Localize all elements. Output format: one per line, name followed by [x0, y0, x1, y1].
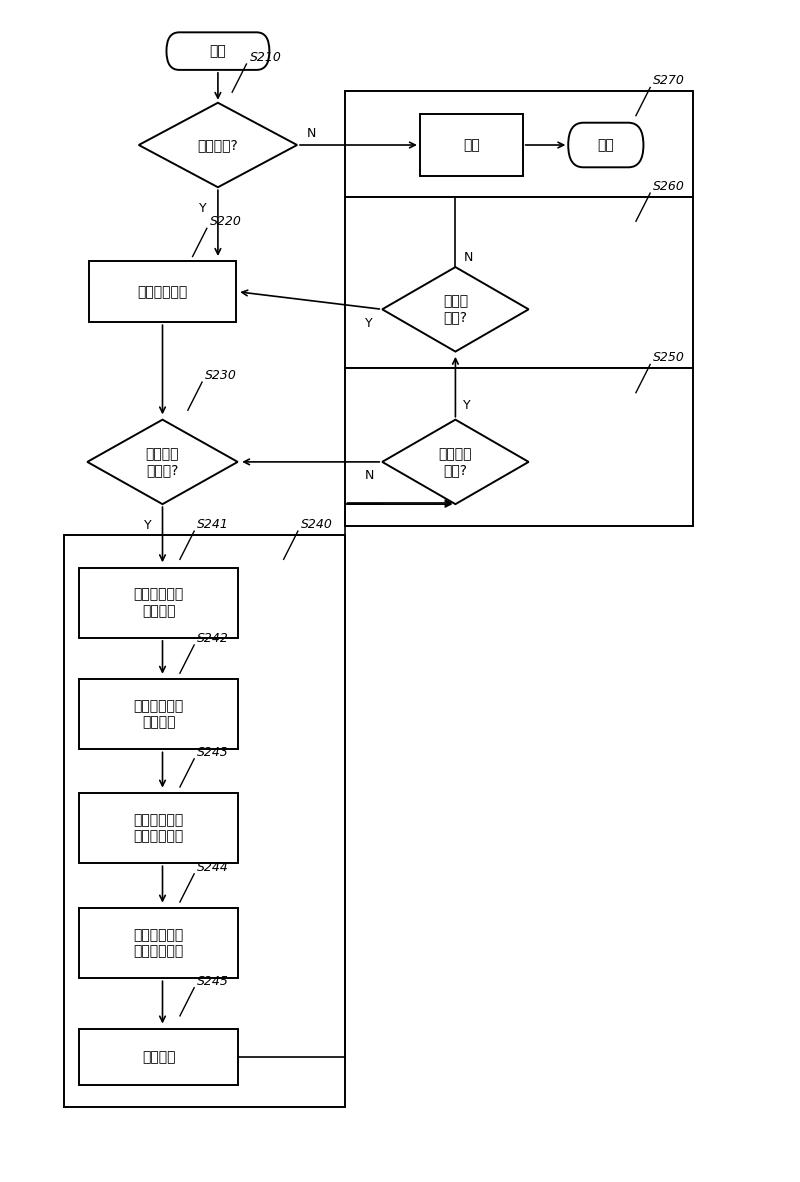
Text: S244: S244 — [198, 860, 230, 873]
Text: 开始: 开始 — [210, 44, 226, 58]
Text: S250: S250 — [654, 351, 686, 364]
FancyBboxPatch shape — [166, 32, 270, 70]
Text: Y: Y — [463, 400, 471, 413]
Text: N: N — [463, 252, 473, 265]
Bar — [345, 196, 693, 368]
Text: Y: Y — [143, 519, 151, 532]
Text: S260: S260 — [654, 180, 686, 193]
Text: 检测口通
信正常?: 检测口通 信正常? — [146, 447, 179, 478]
Text: S240: S240 — [301, 518, 333, 531]
Bar — [420, 115, 522, 175]
Text: 生成报告: 生成报告 — [142, 1050, 175, 1064]
Text: 定时周
期到?: 定时周 期到? — [443, 294, 468, 324]
Polygon shape — [138, 103, 297, 187]
Text: 检测目标单元
配置信息: 检测目标单元 配置信息 — [134, 699, 184, 729]
Text: S241: S241 — [198, 518, 230, 531]
Text: S230: S230 — [206, 369, 237, 382]
Text: 检测目标单元
硬件状态: 检测目标单元 硬件状态 — [134, 587, 184, 618]
Text: S220: S220 — [210, 215, 242, 228]
Text: 自检正常?: 自检正常? — [198, 138, 238, 152]
Text: N: N — [365, 469, 374, 482]
Text: Y: Y — [199, 202, 206, 215]
Polygon shape — [87, 420, 238, 505]
Bar — [90, 261, 236, 323]
Text: 检测目标单元
主要性能指标: 检测目标单元 主要性能指标 — [134, 928, 184, 959]
Text: 告警: 告警 — [463, 138, 480, 152]
Text: S243: S243 — [198, 746, 230, 759]
Bar — [79, 793, 238, 863]
Bar — [79, 567, 238, 638]
Bar — [63, 534, 345, 1108]
Text: 读取工作数据: 读取工作数据 — [138, 285, 188, 299]
Text: 全部检测
完成?: 全部检测 完成? — [438, 447, 472, 478]
Text: S270: S270 — [654, 74, 686, 87]
Bar — [79, 678, 238, 749]
FancyBboxPatch shape — [568, 123, 643, 168]
Text: Y: Y — [365, 317, 372, 330]
Bar — [345, 368, 693, 526]
Text: 结束: 结束 — [598, 138, 614, 152]
Text: 检测目标单元
异常处理频率: 检测目标单元 异常处理频率 — [134, 813, 184, 843]
Bar — [345, 91, 693, 196]
Text: S210: S210 — [250, 51, 282, 64]
Text: N: N — [306, 126, 316, 139]
Bar — [79, 1028, 238, 1085]
Bar — [79, 908, 238, 979]
Polygon shape — [382, 420, 529, 505]
Text: S242: S242 — [198, 632, 230, 645]
Text: S245: S245 — [198, 975, 230, 988]
Polygon shape — [382, 267, 529, 351]
